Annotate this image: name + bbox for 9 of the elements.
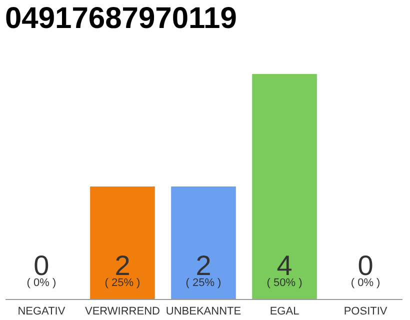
x-tick-label: NEGATIV [18,306,66,318]
x-tick-label: EGAL [270,306,300,318]
chart-title: 04917687970119 [5,2,237,35]
annotation: ( 25% ) [104,277,140,289]
x-tick-label: POSITIV [344,306,388,318]
x-tick-label: UNBEKANNTE [166,306,242,318]
x-tick-label: VERWIRREND [84,306,160,318]
annotation: ( 25% ) [186,277,222,289]
annotation: ( 50% ) [266,277,302,289]
